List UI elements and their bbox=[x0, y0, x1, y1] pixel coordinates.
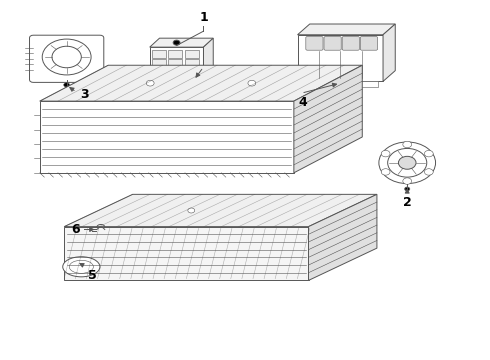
Circle shape bbox=[398, 156, 416, 169]
FancyBboxPatch shape bbox=[29, 35, 104, 82]
FancyBboxPatch shape bbox=[342, 37, 359, 50]
Polygon shape bbox=[309, 194, 377, 280]
Bar bbox=[185, 50, 198, 58]
Text: 3: 3 bbox=[80, 88, 89, 101]
Circle shape bbox=[424, 169, 433, 175]
Circle shape bbox=[403, 141, 412, 148]
Polygon shape bbox=[150, 38, 213, 47]
Text: 5: 5 bbox=[88, 269, 97, 282]
Bar bbox=[185, 68, 198, 76]
FancyBboxPatch shape bbox=[360, 37, 377, 50]
Bar bbox=[194, 77, 203, 82]
Polygon shape bbox=[64, 194, 377, 226]
FancyBboxPatch shape bbox=[324, 37, 341, 50]
Bar bbox=[150, 47, 203, 78]
Circle shape bbox=[381, 169, 390, 175]
Polygon shape bbox=[40, 65, 362, 101]
Ellipse shape bbox=[63, 257, 100, 277]
Circle shape bbox=[388, 148, 427, 177]
Circle shape bbox=[379, 142, 436, 184]
Bar bbox=[169, 68, 182, 76]
Circle shape bbox=[381, 150, 390, 157]
Bar bbox=[307, 81, 324, 87]
Circle shape bbox=[42, 39, 91, 75]
Bar bbox=[150, 77, 159, 82]
Circle shape bbox=[337, 81, 343, 86]
Bar bbox=[152, 68, 166, 76]
Bar bbox=[297, 35, 383, 81]
Bar bbox=[152, 50, 166, 58]
Circle shape bbox=[173, 40, 180, 45]
Text: 1: 1 bbox=[199, 11, 208, 24]
Polygon shape bbox=[64, 226, 309, 280]
Polygon shape bbox=[297, 24, 395, 35]
Bar bbox=[185, 59, 198, 67]
Text: 6: 6 bbox=[72, 223, 80, 236]
Text: 2: 2 bbox=[403, 196, 412, 209]
Bar bbox=[169, 50, 182, 58]
Text: 4: 4 bbox=[299, 96, 308, 109]
Circle shape bbox=[405, 187, 410, 191]
Circle shape bbox=[188, 208, 195, 213]
Polygon shape bbox=[203, 38, 213, 78]
Circle shape bbox=[424, 150, 433, 157]
Circle shape bbox=[52, 46, 81, 68]
Bar bbox=[152, 59, 166, 67]
Ellipse shape bbox=[69, 260, 94, 273]
Polygon shape bbox=[40, 101, 294, 173]
Polygon shape bbox=[294, 65, 362, 173]
Polygon shape bbox=[383, 24, 395, 81]
Bar bbox=[361, 81, 378, 87]
Circle shape bbox=[248, 80, 256, 86]
Circle shape bbox=[147, 80, 154, 86]
Circle shape bbox=[403, 178, 412, 184]
Bar bbox=[169, 59, 182, 67]
Bar bbox=[334, 81, 351, 87]
Circle shape bbox=[64, 83, 70, 87]
FancyBboxPatch shape bbox=[306, 37, 323, 50]
